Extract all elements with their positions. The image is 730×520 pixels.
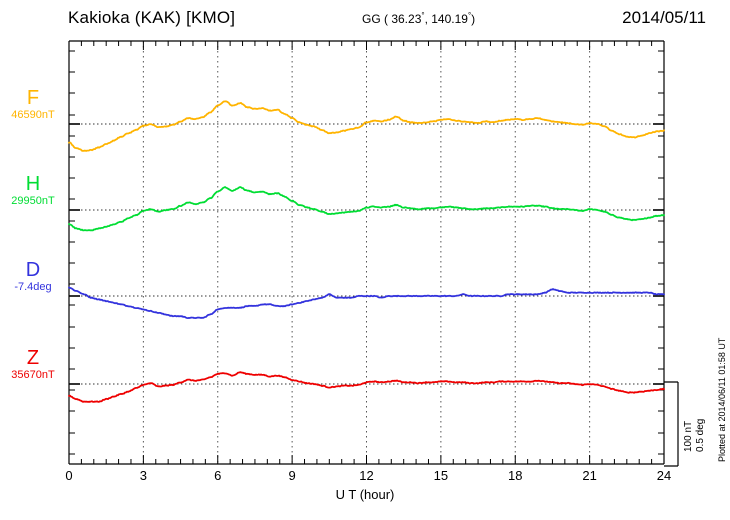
component-baseline-value-h: 29950nT <box>11 195 55 207</box>
grid-lines <box>142 41 591 464</box>
x-tick-label: 9 <box>288 468 296 483</box>
coords-mid: , 140.19 <box>424 12 468 26</box>
scale-bar-deg: 0.5 deg <box>694 418 706 452</box>
x-tick-label: 21 <box>582 468 597 483</box>
component-letter-z: Z <box>26 347 40 369</box>
x-axis-title: U T (hour) <box>335 487 395 502</box>
x-tick-label: 6 <box>214 468 222 483</box>
component-baseline-value-z: 35670nT <box>11 369 55 381</box>
degree-symbol-icon: ° <box>421 11 425 20</box>
degree-symbol-icon: ° <box>467 11 472 20</box>
scale-bar <box>664 381 679 467</box>
x-tick-label: 24 <box>656 468 672 483</box>
x-tick-label: 12 <box>359 468 374 483</box>
observation-date: 2014/05/11 <box>622 8 706 27</box>
axis-ticks <box>68 41 665 464</box>
component-label-h: H 29950nT <box>0 174 66 208</box>
scale-bar-units: 100 nT 0.5 deg <box>683 419 706 452</box>
x-tick-label: 15 <box>433 468 449 483</box>
x-tick-label: 18 <box>508 468 523 483</box>
component-label-z: Z 35670nT <box>0 348 66 382</box>
scale-bar-nt: 100 nT <box>683 420 694 452</box>
plotted-timestamp: Plotted at 2014/06/11 01:58 UT <box>717 337 727 462</box>
coords-prefix: GG ( 36.23 <box>362 12 422 26</box>
page-title: Kakioka (KAK) [KMO] <box>68 8 236 27</box>
component-letter-f: F <box>26 87 40 109</box>
component-baseline-value-f: 46590nT <box>11 109 55 121</box>
x-tick-label: 0 <box>65 468 73 483</box>
component-label-f: F 46590nT <box>0 88 66 122</box>
coords-suffix: ) <box>471 12 476 26</box>
component-label-d: D -7.4deg <box>0 260 66 294</box>
data-traces <box>68 100 665 403</box>
geographic-coordinates: GG ( 36.23°, 140.19°) <box>362 11 475 26</box>
component-letter-h: H <box>25 173 41 195</box>
x-tick-label: 3 <box>139 468 147 483</box>
component-letter-d: D <box>25 259 41 281</box>
component-baseline-value-d: -7.4deg <box>14 281 52 293</box>
